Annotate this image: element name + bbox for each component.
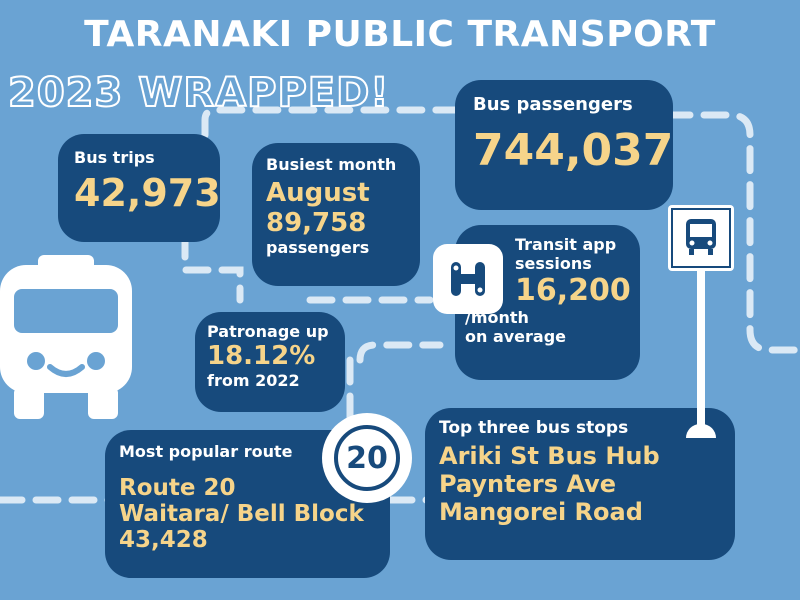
top-stop-1: Ariki St Bus Hub [439, 442, 660, 470]
busiest-month-card: Busiest month August 89,758 passengers [252, 143, 420, 286]
transit-app-icon-glyph [451, 262, 485, 296]
busiest-month-label: Busiest month [266, 155, 397, 174]
top-stops-label: Top three bus stops [439, 418, 629, 438]
top-stops-card: Top three bus stops Ariki St Bus Hub Pay… [425, 408, 735, 560]
transit-app-icon [433, 244, 503, 314]
bus-passengers-card: Bus passengers 744,037 [455, 80, 673, 210]
popular-route-name: Waitara/ Bell Block [119, 501, 364, 527]
bus-stop-base [686, 424, 716, 438]
bus-trips-value: 42,973 [74, 171, 221, 215]
bus-icon [0, 255, 132, 419]
bus-trips-label: Bus trips [74, 148, 155, 167]
bus-stop-pole [697, 270, 705, 428]
patronage-sub: from 2022 [207, 371, 300, 390]
busiest-month-unit: passengers [266, 238, 370, 257]
transit-app-label-2: sessions [515, 254, 592, 273]
bus-stop-glyph [671, 208, 731, 268]
bus-stop-icon [668, 205, 734, 271]
transit-app-value: 16,200 [515, 273, 631, 308]
transit-app-label-1: Transit app [515, 235, 617, 254]
transit-app-card: Transit app sessions 16,200 /month on av… [455, 225, 640, 380]
route-20-badge: 20 [322, 413, 412, 503]
top-stop-3: Mangorei Road [439, 498, 643, 526]
busiest-month-name: August [266, 178, 370, 208]
page-title: TARANAKI PUBLIC TRANSPORT [84, 14, 716, 55]
busiest-month-count: 89,758 [266, 208, 367, 238]
patronage-label: Patronage up [207, 322, 329, 341]
bus-trips-card: Bus trips 42,973 [58, 134, 221, 242]
popular-route-route: Route 20 [119, 475, 236, 501]
page-subtitle: 2023 WRAPPED! [7, 69, 390, 117]
popular-route-label: Most popular route [119, 442, 293, 461]
transit-app-sub-2: on average [465, 327, 567, 346]
patronage-value: 18.12% [207, 341, 316, 371]
bus-passengers-value: 744,037 [473, 125, 674, 176]
top-stop-2: Paynters Ave [439, 470, 616, 498]
bus-passengers-label: Bus passengers [473, 94, 633, 115]
route-20-badge-number: 20 [334, 425, 400, 491]
popular-route-count: 43,428 [119, 527, 208, 553]
patronage-card: Patronage up 18.12% from 2022 [195, 312, 345, 412]
